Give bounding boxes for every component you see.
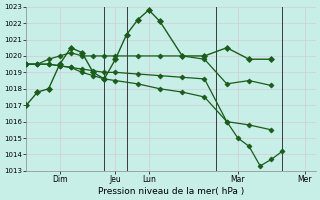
X-axis label: Pression niveau de la mer( hPa ): Pression niveau de la mer( hPa ) [98,187,244,196]
